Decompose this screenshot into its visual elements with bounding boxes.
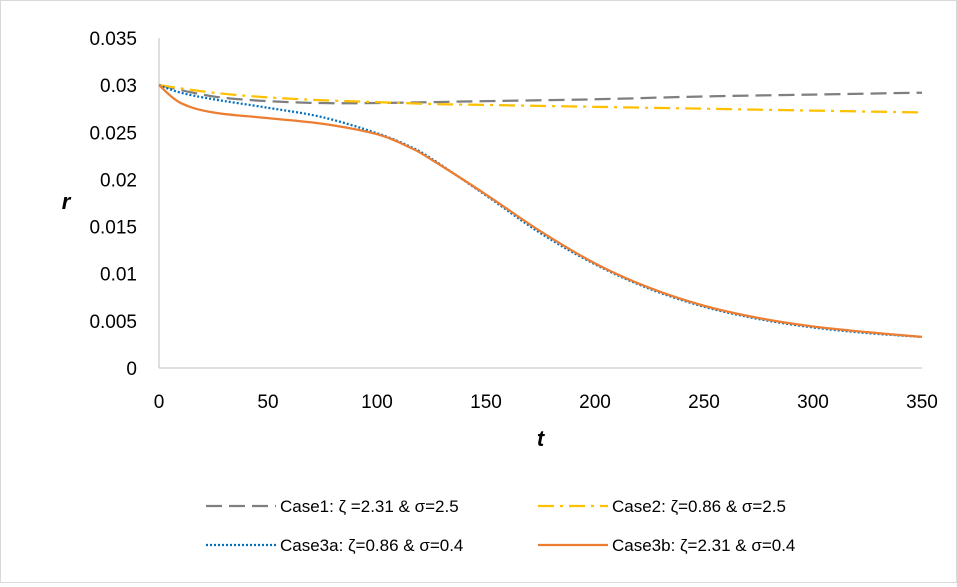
x-tick-label: 200 (579, 392, 611, 413)
x-tick-label: 150 (470, 392, 502, 413)
x-tick-labels: 0 50 100 150 200 250 300 350 (154, 392, 938, 413)
x-axis-title: t (537, 426, 546, 451)
y-tick-label: 0.005 (89, 312, 137, 333)
y-tick-label: 0.035 (89, 29, 137, 50)
y-tick-label: 0.025 (89, 123, 137, 144)
x-tick-label: 250 (688, 392, 720, 413)
legend: Case1: ζ =2.31 & σ=2.5 Case2: ζ=0.86 & σ=… (206, 497, 795, 555)
series-line-2 (158, 84, 923, 114)
x-tick-label: 0 (154, 392, 165, 413)
legend-label: Case1: ζ =2.31 & σ=2.5 (280, 497, 459, 516)
legend-label: Case2: ζ=0.86 & σ=2.5 (612, 497, 786, 516)
y-tick-label: 0.03 (100, 76, 137, 97)
y-tick-label: 0.02 (100, 170, 137, 191)
legend-label: Case3a: ζ=0.86 & σ=0.4 (280, 536, 463, 555)
x-tick-label: 350 (906, 392, 938, 413)
y-axis-title: r (62, 189, 72, 214)
y-tick-label: 0 (126, 359, 137, 380)
series-line-3 (158, 84, 923, 339)
y-tick-label: 0.01 (100, 265, 137, 286)
x-tick-label: 50 (257, 392, 278, 413)
axes (158, 38, 922, 369)
series-line-1 (158, 84, 923, 105)
y-tick-labels: 0 0.005 0.01 0.015 0.02 0.025 0.03 0.035 (89, 29, 137, 380)
x-tick-label: 100 (361, 392, 393, 413)
y-tick-label: 0.015 (89, 218, 137, 239)
x-tick-label: 300 (797, 392, 829, 413)
legend-label: Case3b: ζ=2.31 & σ=0.4 (612, 536, 795, 555)
series-line-4 (158, 84, 923, 339)
series-layer (158, 84, 923, 339)
